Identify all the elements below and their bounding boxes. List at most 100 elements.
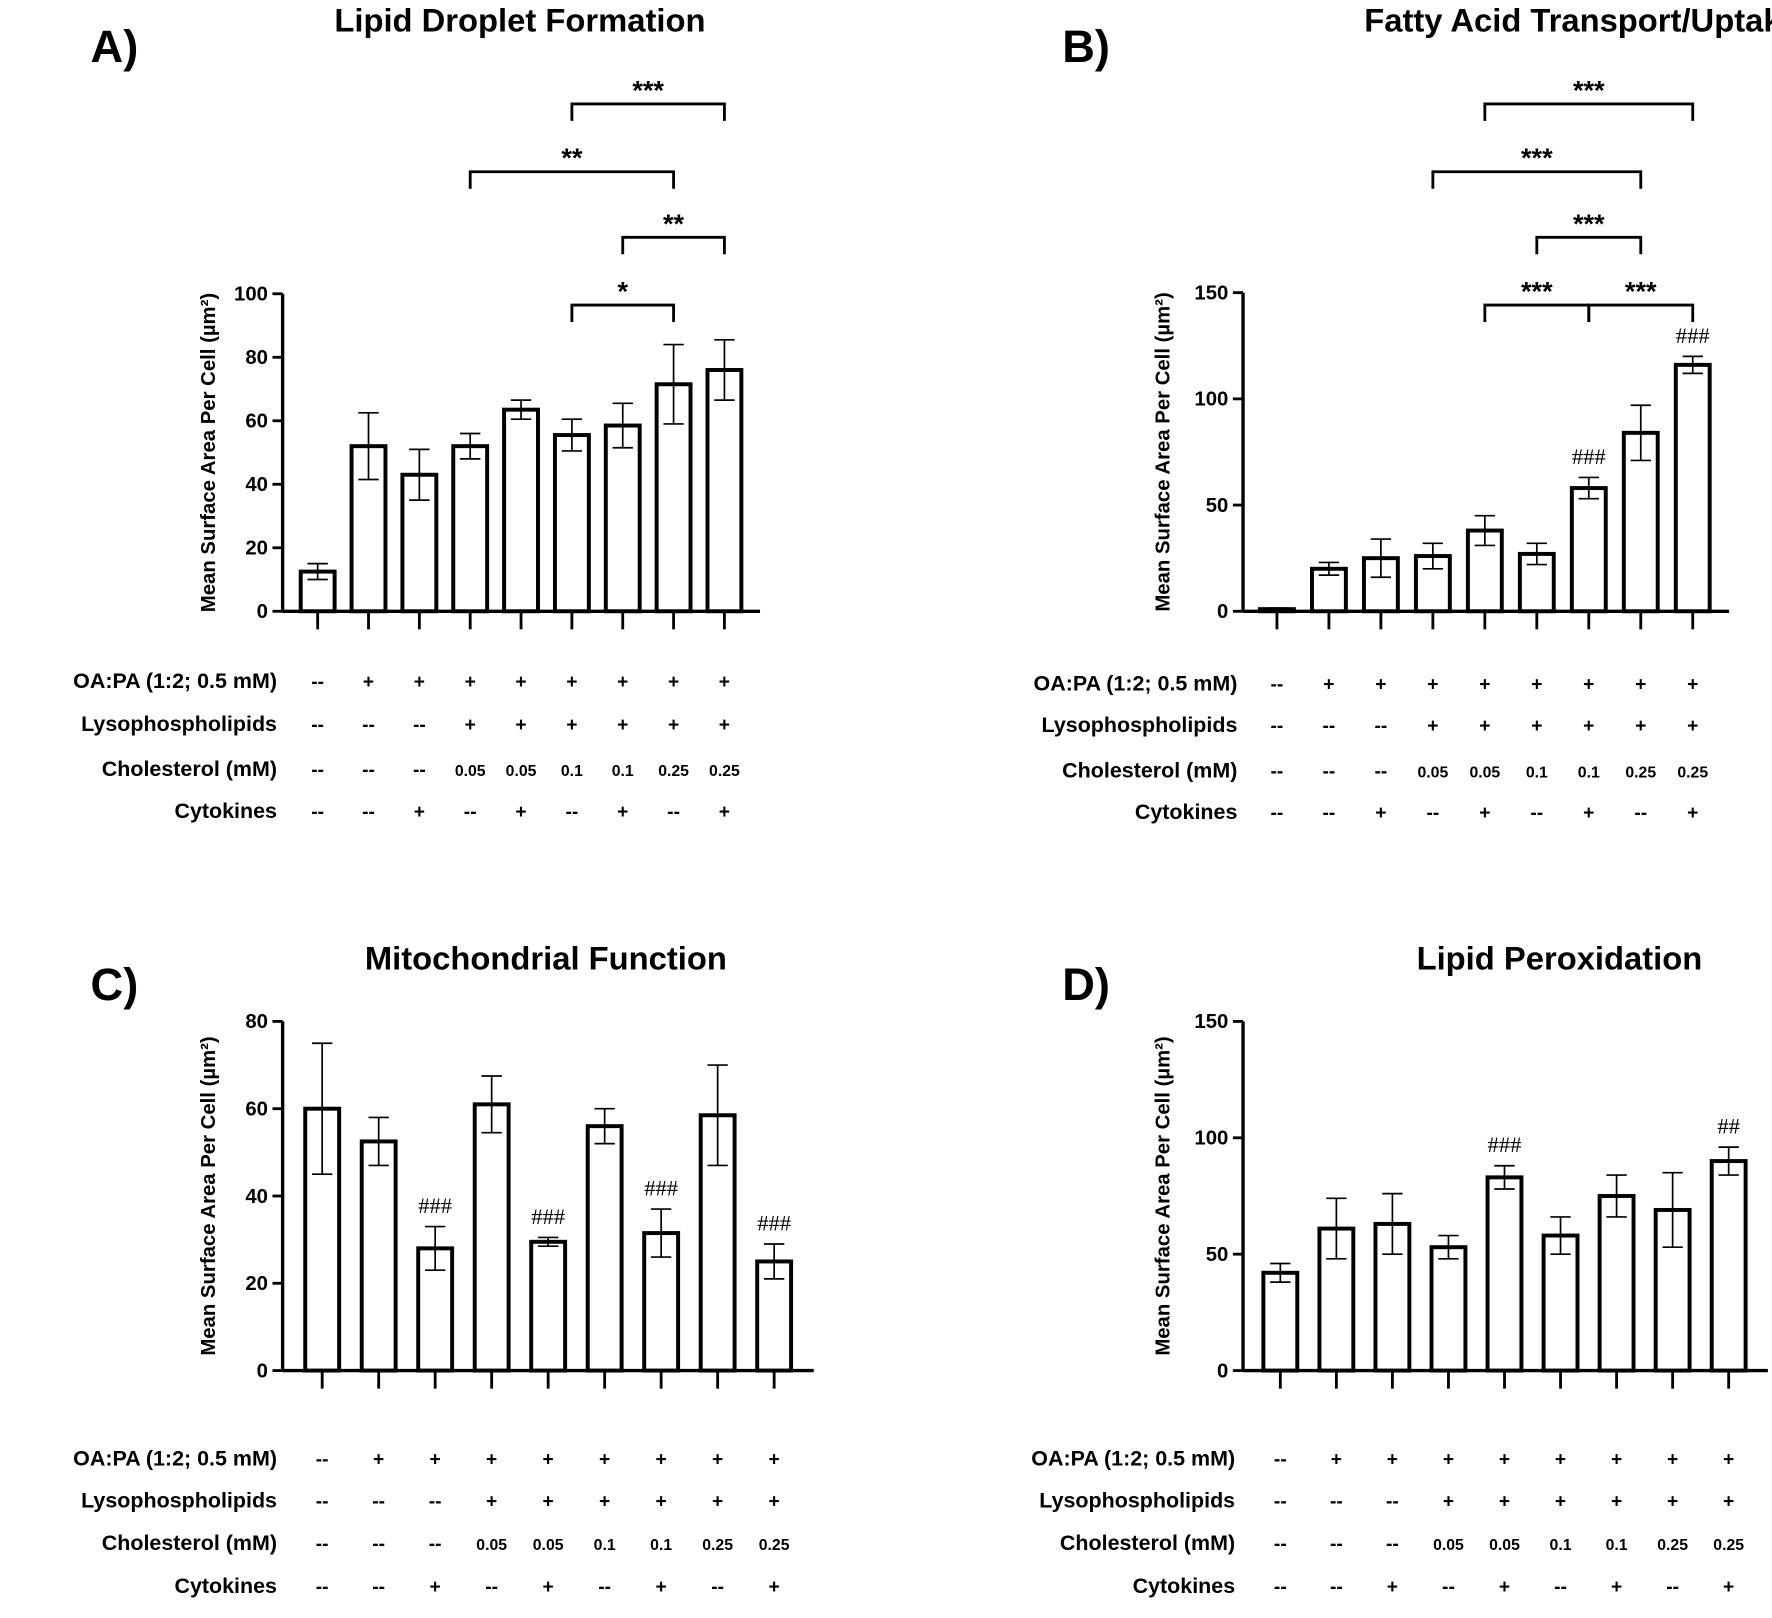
treatment-cell: + [373,1449,384,1470]
bar [1429,1245,1468,1373]
y-tick-label: 150 [1194,1011,1228,1033]
hash-significance-label: ### [757,1210,791,1235]
bar [502,407,540,614]
treatment-cell: + [712,1491,723,1512]
y-tick-label: 100 [1194,389,1228,411]
treatment-row-label: Cholesterol (mM) [1062,758,1237,782]
treatment-cell: 0.1 [1526,764,1548,781]
treatment-cell: + [1499,1491,1510,1512]
treatment-cell: 0.25 [759,1537,790,1554]
treatment-cell: -- [311,672,324,693]
treatment-cell: 0.1 [1550,1537,1572,1554]
panel-c: C) Mitochondrial Function 0 20 40 60 80 Mean Su… [73,939,814,1598]
treatment-cell: -- [372,1534,385,1555]
treatment-cell: + [430,1577,441,1598]
treatment-cell: 0.1 [612,763,634,780]
y-axis-label: Mean Surface Area Per Cell (µm²) [198,1036,220,1355]
chart-title: Fatty Acid Transport/Uptake [1364,2,1772,39]
treatment-row-label: OA:PA (1:2; 0.5 mM) [1034,671,1238,695]
y-tick-label: 60 [245,1098,268,1120]
treatment-cell: -- [485,1577,498,1598]
treatment-cell: + [1427,716,1438,737]
treatment-cell: -- [1554,1577,1567,1598]
treatment-cell: + [486,1491,497,1512]
treatment-cell: + [1611,1449,1622,1470]
significance-label: ** [663,208,685,239]
significance-bracket [1483,102,1695,121]
treatment-cell: 0.1 [650,1537,672,1554]
y-tick-label: 100 [234,284,268,306]
treatment-cell: + [1583,674,1594,695]
treatment-row-label: OA:PA (1:2; 0.5 mM) [1031,1446,1235,1470]
treatment-cell: -- [1330,1491,1343,1512]
treatment-cell: -- [311,760,324,781]
y-tick-label: 60 [245,411,268,433]
treatment-cell: + [1723,1449,1734,1470]
treatment-cell: -- [362,802,375,823]
panel-letter: D) [1062,959,1110,1010]
bar [1597,1194,1636,1373]
treatment-cell: 0.05 [455,763,486,780]
treatment-cell: + [656,1449,667,1470]
bar [552,433,591,614]
treatment-cell: + [1387,1449,1398,1470]
treatment-cell: + [465,715,476,736]
treatment-cell: 0.25 [709,763,740,780]
treatment-row-label: Lysophospholipids [1039,1488,1235,1512]
treatment-cell: -- [413,715,426,736]
treatment-cell: -- [362,760,375,781]
treatment-cell: 0.25 [1657,1537,1688,1554]
treatment-cell: + [543,1491,554,1512]
y-tick-label: 50 [1206,1244,1229,1266]
treatment-cell: + [486,1449,497,1470]
treatment-cell: 0.05 [506,763,537,780]
treatment-cell: + [1555,1449,1566,1470]
treatment-cell: + [769,1449,780,1470]
treatment-cell: -- [1274,1577,1287,1598]
treatment-cell: + [617,715,628,736]
treatment-cell: -- [1271,716,1284,737]
treatment-cell: 0.1 [1606,1537,1628,1554]
treatment-cell: + [1323,674,1334,695]
significance-bracket [1587,303,1695,323]
y-tick-label: 100 [1194,1128,1228,1150]
treatment-row-label: Cytokines [1135,800,1238,824]
y-tick-label: 80 [245,1011,268,1033]
y-axis-label: Mean Surface Area Per Cell (µm²) [1153,292,1175,611]
treatment-cell: -- [429,1534,442,1555]
y-axis-label: Mean Surface Area Per Cell (µm²) [198,293,220,612]
treatment-cell: -- [1442,1577,1455,1598]
treatment-cell: + [617,802,628,823]
treatment-cell: + [1611,1491,1622,1512]
treatment-cell: + [414,672,425,693]
treatment-cell: -- [1375,716,1388,737]
treatment-cell: + [1635,716,1646,737]
treatment-cell: -- [566,802,579,823]
treatment-cell: 0.1 [561,763,583,780]
treatment-cell: 0.25 [658,763,689,780]
panel-b: B) Fatty Acid Transport/Uptake 0 50 100 150 Me… [1034,2,1772,825]
treatment-cell: + [1611,1577,1622,1598]
treatment-cell: -- [598,1577,611,1598]
significance-bracket [1483,303,1591,323]
treatment-cell: + [1443,1491,1454,1512]
treatment-row-label: Cytokines [1133,1574,1236,1598]
treatment-cell: + [1635,674,1646,695]
treatment-cell: + [1531,674,1542,695]
treatment-row-label: Lysophospholipids [1042,713,1238,737]
treatment-cell: -- [1323,761,1336,782]
treatment-cell: + [769,1491,780,1512]
significance-label: *** [1573,208,1605,239]
treatment-cell: + [668,672,679,693]
treatment-cell: + [515,715,526,736]
treatment-row-label: Cytokines [174,799,277,823]
treatment-cell: + [1499,1577,1510,1598]
treatment-cell: + [656,1491,667,1512]
y-tick-label: 20 [245,538,268,560]
treatment-cell: -- [1271,674,1284,695]
treatment-cell: -- [362,715,375,736]
treatment-row-label: Lysophospholipids [81,1488,277,1512]
treatment-cell: + [1583,803,1594,824]
treatment-cell: -- [1426,803,1439,824]
